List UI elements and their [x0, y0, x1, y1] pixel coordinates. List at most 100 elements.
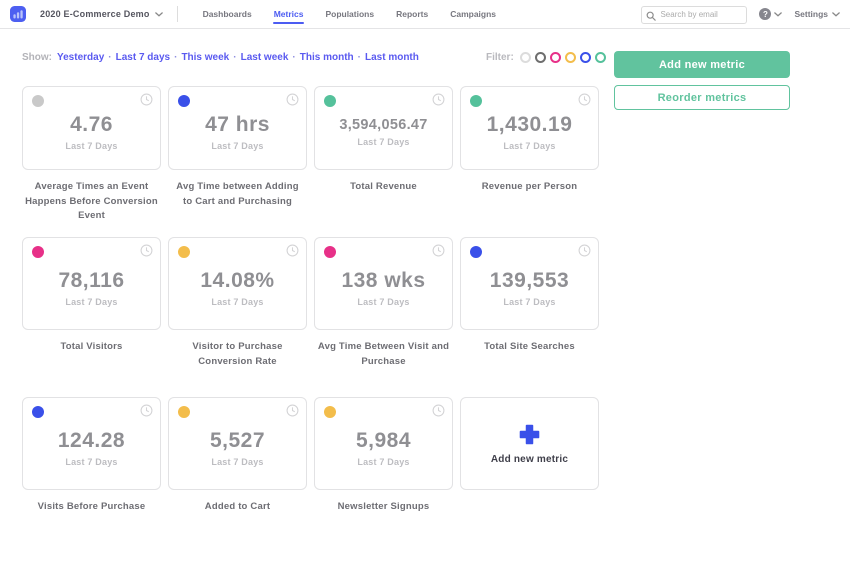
separator: · — [108, 52, 112, 63]
metric-value: 4.76 — [70, 113, 113, 136]
metric-value: 138 wks — [341, 268, 426, 292]
metric-cell: 14.08% Last 7 Days Visitor to Purchase C… — [168, 237, 307, 369]
metrics-grid: 4.76 Last 7 Days Average Times an Event … — [22, 86, 600, 515]
metric-color-dot — [178, 406, 190, 418]
filter-color-gray-light[interactable] — [519, 52, 531, 63]
metric-value: 47 hrs — [205, 113, 270, 136]
metric-label: Added to Cart — [204, 501, 271, 512]
separator: · — [357, 52, 361, 63]
project-selector[interactable]: 2020 E-Commerce Demo — [40, 9, 163, 19]
chevron-down-icon — [774, 11, 783, 17]
help-menu[interactable]: ? — [759, 8, 783, 20]
metric-cell: 3,594,056.47 Last 7 Days Total Revenue — [314, 86, 453, 195]
clock-icon[interactable] — [432, 404, 445, 417]
metric-value: 1,430.19 — [486, 113, 573, 136]
metric-label: Avg Time between Adding to Cart and Purc… — [176, 181, 299, 207]
metric-color-dot — [470, 246, 482, 258]
clock-icon[interactable] — [140, 244, 153, 257]
metric-period: Last 7 Days — [65, 456, 118, 467]
add-new-metric-card[interactable]: Add new metric — [460, 397, 599, 490]
project-selector-label: 2020 E-Commerce Demo — [40, 9, 150, 19]
settings-menu[interactable]: Settings — [794, 9, 840, 19]
metric-color-dot — [32, 95, 44, 107]
clock-icon[interactable] — [140, 93, 153, 106]
range-last-7-days[interactable]: Last 7 days — [115, 52, 171, 63]
metric-cell: 47 hrs Last 7 Days Avg Time between Addi… — [168, 86, 307, 209]
metric-label: Total Site Searches — [484, 341, 575, 352]
chevron-down-icon — [832, 11, 840, 17]
metric-label: Total Visitors — [60, 341, 123, 352]
metric-period: Last 7 Days — [211, 141, 264, 151]
clock-icon[interactable] — [578, 244, 591, 257]
app-logo-icon[interactable] — [10, 6, 26, 22]
metric-cell: 138 wks Last 7 Days Avg Time Between Vis… — [314, 237, 453, 369]
range-this-month[interactable]: This month — [299, 52, 354, 63]
metric-period: Last 7 Days — [357, 137, 410, 147]
clock-icon[interactable] — [286, 244, 299, 257]
nav-item-campaigns[interactable]: Campaigns — [450, 9, 497, 19]
metric-value: 124.28 — [57, 428, 126, 452]
search-icon — [646, 8, 657, 26]
metric-card[interactable]: 14.08% Last 7 Days — [168, 237, 307, 330]
metric-card[interactable]: 78,116 Last 7 Days — [22, 237, 161, 330]
metric-color-dot — [324, 95, 336, 107]
clock-icon[interactable] — [286, 93, 299, 106]
metric-period: Last 7 Days — [65, 141, 118, 151]
range-yesterday[interactable]: Yesterday — [57, 52, 105, 63]
filter-label: Filter: — [486, 52, 514, 63]
metric-cell: 4.76 Last 7 Days Average Times an Event … — [22, 86, 161, 224]
metric-cell: 1,430.19 Last 7 Days Revenue per Person — [460, 86, 599, 195]
metric-card[interactable]: 139,553 Last 7 Days — [460, 237, 599, 330]
date-range-row: Show: Yesterday · Last 7 days · This wee… — [22, 52, 419, 63]
metric-card[interactable]: 124.28 Last 7 Days — [22, 397, 161, 490]
separator: · — [174, 52, 178, 63]
nav-item-reports[interactable]: Reports — [396, 9, 429, 19]
metric-card[interactable]: 5,984 Last 7 Days — [314, 397, 453, 490]
metric-card[interactable]: 4.76 Last 7 Days — [22, 86, 161, 170]
chevron-down-icon — [154, 11, 163, 17]
metric-period: Last 7 Days — [503, 141, 556, 151]
separator: · — [292, 52, 296, 63]
range-this-week[interactable]: This week — [181, 52, 230, 63]
color-filter-row: Filter: — [486, 52, 606, 63]
metric-cell: 124.28 Last 7 Days Visits Before Purchas… — [22, 397, 161, 515]
filter-color-gray-dark[interactable] — [534, 52, 546, 63]
clock-icon[interactable] — [578, 93, 591, 106]
metric-card[interactable]: 47 hrs Last 7 Days — [168, 86, 307, 170]
metric-card[interactable]: 5,527 Last 7 Days — [168, 397, 307, 490]
metric-period: Last 7 Days — [211, 456, 264, 467]
plus-icon — [517, 422, 542, 447]
filter-color-yellow[interactable] — [564, 52, 576, 63]
clock-icon[interactable] — [432, 244, 445, 257]
settings-label: Settings — [794, 9, 828, 19]
clock-icon[interactable] — [432, 93, 445, 106]
metric-cell: 5,527 Last 7 Days Added to Cart — [168, 397, 307, 515]
filter-color-blue[interactable] — [579, 52, 591, 63]
show-label: Show: — [22, 52, 52, 63]
reorder-metrics-button[interactable]: Reorder metrics — [614, 85, 790, 110]
nav-item-dashboards[interactable]: Dashboards — [202, 9, 252, 19]
nav-item-metrics[interactable]: Metrics — [263, 0, 315, 28]
filter-color-green[interactable] — [594, 52, 606, 63]
metric-value: 78,116 — [58, 268, 125, 292]
metric-value: 3,594,056.47 — [339, 117, 428, 133]
metric-card[interactable]: 3,594,056.47 Last 7 Days — [314, 86, 453, 170]
metric-value: 14.08% — [200, 268, 275, 292]
filter-color-pink[interactable] — [549, 52, 561, 63]
range-last-month[interactable]: Last month — [364, 52, 419, 63]
nav-item-populations[interactable]: Populations — [325, 9, 375, 19]
metric-cell: 78,116 Last 7 Days Total Visitors — [22, 237, 161, 355]
metric-period: Last 7 Days — [65, 296, 118, 307]
metric-card[interactable]: 138 wks Last 7 Days — [314, 237, 453, 330]
range-last-week[interactable]: Last week — [240, 52, 289, 63]
metric-label: Visitor to Purchase Conversion Rate — [192, 341, 283, 367]
metric-period: Last 7 Days — [357, 296, 410, 307]
clock-icon[interactable] — [286, 404, 299, 417]
search-input[interactable] — [641, 5, 748, 24]
metric-card[interactable]: 1,430.19 Last 7 Days — [460, 86, 599, 170]
metric-period: Last 7 Days — [211, 296, 264, 307]
metric-value: 5,527 — [209, 428, 266, 452]
add-new-metric-button[interactable]: Add new metric — [614, 51, 790, 78]
clock-icon[interactable] — [140, 404, 153, 417]
help-icon: ? — [759, 8, 772, 20]
